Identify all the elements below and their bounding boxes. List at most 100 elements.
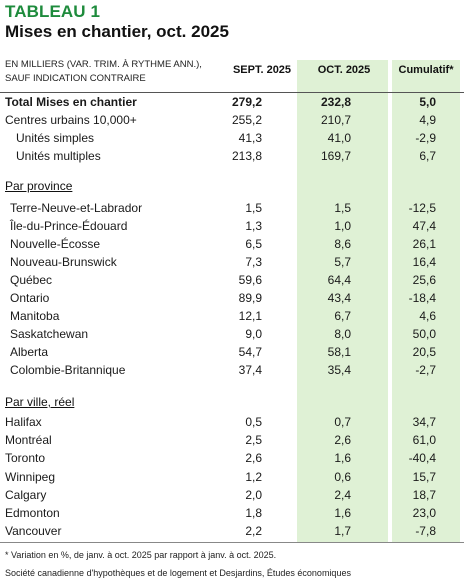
row-label: Colombie-Britannique <box>10 363 126 377</box>
table-row: Nouvelle-Écosse 6,5 8,6 26,1 <box>0 235 464 253</box>
row-value-v1: 1,5 <box>245 201 262 215</box>
row-value-v2: 43,4 <box>327 291 351 305</box>
row-value-v2: 1,5 <box>334 201 351 215</box>
row-value-v3: -18,4 <box>408 291 436 305</box>
row-value-v3: -12,5 <box>408 201 436 215</box>
table-row: Total Mises en chantier 279,2 232,8 5,0 <box>0 93 464 111</box>
row-value-v2: 35,4 <box>327 363 351 377</box>
row-value-v1: 54,7 <box>238 345 262 359</box>
row-value-v1: 255,2 <box>231 113 262 127</box>
row-value-v3: 23,0 <box>412 506 436 520</box>
row-label: Unités simples <box>16 131 95 145</box>
row-value-v3: 6,7 <box>419 149 436 163</box>
row-value-v3: 26,1 <box>412 237 436 251</box>
row-label: Toronto <box>5 451 46 466</box>
table-row: Unités multiples 213,8 169,7 6,7 <box>0 147 464 165</box>
row-value-v1: 1,2 <box>245 469 262 484</box>
province-section-header: Par province <box>5 179 73 193</box>
table-row: Centres urbains 10,000+ 255,2 210,7 4,9 <box>0 111 464 129</box>
row-value-v2: 2,6 <box>334 433 351 448</box>
row-value-v3: -7,8 <box>415 524 436 539</box>
row-value-v3: -40,4 <box>408 451 436 466</box>
row-label: Alberta <box>10 345 49 359</box>
row-value-v1: 279,2 <box>231 95 262 109</box>
column-header-cumulative: Cumulatif* <box>398 64 454 76</box>
row-value-v3: 15,7 <box>412 469 436 484</box>
table-title: TABLEAU 1 <box>5 2 101 21</box>
table-row: Winnipeg 1,2 0,6 15,7 <box>0 468 464 486</box>
row-value-v3: 61,0 <box>412 433 436 448</box>
row-value-v2: 1,7 <box>334 524 351 539</box>
row-value-v2: 5,7 <box>334 255 351 269</box>
row-label: Ontario <box>10 291 50 305</box>
row-value-v3: 5,0 <box>419 95 436 109</box>
row-value-v3: 47,4 <box>412 219 436 233</box>
row-value-v2: 232,8 <box>320 95 351 109</box>
table-row: Québec 59,6 64,4 25,6 <box>0 271 464 289</box>
table-subtitle: Mises en chantier, oct. 2025 <box>5 22 229 41</box>
table-row: Île-du-Prince-Édouard 1,3 1,0 47,4 <box>0 217 464 235</box>
row-label: Centres urbains 10,000+ <box>5 113 137 127</box>
table-row: Alberta 54,7 58,1 20,5 <box>0 343 464 361</box>
row-value-v1: 7,3 <box>245 255 262 269</box>
row-label: Calgary <box>5 487 47 502</box>
table-row: Manitoba 12,1 6,7 4,6 <box>0 307 464 325</box>
row-label: Total Mises en chantier <box>5 95 137 109</box>
table-row: Nouveau-Brunswick 7,3 5,7 16,4 <box>0 253 464 271</box>
table-row: Colombie-Britannique 37,4 35,4 -2,7 <box>0 361 464 379</box>
row-value-v2: 0,6 <box>334 469 351 484</box>
row-value-v1: 6,5 <box>245 237 262 251</box>
footnote: * Variation en %, de janv. à oct. 2025 p… <box>5 550 277 560</box>
column-header-oct: OCT. 2025 <box>317 64 371 76</box>
row-label: Vancouver <box>5 524 62 539</box>
header-rule <box>0 92 464 93</box>
row-value-v3: 50,0 <box>412 327 436 341</box>
row-value-v1: 213,8 <box>231 149 262 163</box>
unit-note: EN MILLIERS (VAR. TRIM. À RYTHME ANN.), … <box>5 59 202 84</box>
row-value-v2: 1,0 <box>334 219 351 233</box>
source-note: Société canadienne d'hypothèques et de l… <box>5 568 351 578</box>
row-value-v3: -2,7 <box>415 363 436 377</box>
table-row: Terre-Neuve-et-Labrador 1,5 1,5 -12,5 <box>0 199 464 217</box>
row-label: Winnipeg <box>5 469 56 484</box>
row-label: Nouvelle-Écosse <box>10 237 101 251</box>
table-row: Montréal 2,5 2,6 61,0 <box>0 431 464 449</box>
row-value-v1: 2,2 <box>245 524 262 539</box>
row-value-v1: 37,4 <box>238 363 262 377</box>
row-value-v1: 0,5 <box>245 415 262 429</box>
row-value-v2: 1,6 <box>334 506 351 520</box>
table-row: Edmonton 1,8 1,6 23,0 <box>0 504 464 522</box>
row-label: Montréal <box>5 433 52 448</box>
row-value-v1: 12,1 <box>238 309 262 323</box>
row-value-v2: 210,7 <box>320 113 351 127</box>
row-value-v3: 4,9 <box>419 113 436 127</box>
row-label: Nouveau-Brunswick <box>10 255 117 269</box>
row-value-v2: 8,0 <box>334 327 351 341</box>
table-row: Halifax 0,5 0,7 34,7 <box>0 413 464 431</box>
oct-column-highlight <box>297 60 388 543</box>
city-section-header: Par ville, réel <box>5 395 75 409</box>
table-row: Unités simples 41,3 41,0 -2,9 <box>0 129 464 147</box>
row-value-v1: 2,0 <box>245 487 262 502</box>
row-value-v1: 1,8 <box>245 506 262 520</box>
table-row: Ontario 89,9 43,4 -18,4 <box>0 289 464 307</box>
row-label: Île-du-Prince-Édouard <box>10 219 128 233</box>
table-row: Saskatchewan 9,0 8,0 50,0 <box>0 325 464 343</box>
row-value-v2: 169,7 <box>320 149 351 163</box>
row-label: Saskatchewan <box>10 327 89 341</box>
row-value-v2: 8,6 <box>334 237 351 251</box>
row-label: Halifax <box>5 415 42 429</box>
row-value-v1: 59,6 <box>238 273 262 287</box>
row-value-v2: 0,7 <box>334 415 351 429</box>
row-label: Terre-Neuve-et-Labrador <box>10 201 143 215</box>
table-row: Vancouver 2,2 1,7 -7,8 <box>0 522 464 540</box>
row-value-v1: 89,9 <box>238 291 262 305</box>
row-value-v2: 1,6 <box>334 451 351 466</box>
cumulative-column-highlight <box>392 60 460 543</box>
row-value-v3: 18,7 <box>412 487 436 502</box>
row-value-v1: 41,3 <box>238 131 262 145</box>
row-value-v3: 4,6 <box>419 309 436 323</box>
table-row: Calgary 2,0 2,4 18,7 <box>0 486 464 504</box>
row-label: Unités multiples <box>16 149 101 163</box>
row-label: Manitoba <box>10 309 60 323</box>
